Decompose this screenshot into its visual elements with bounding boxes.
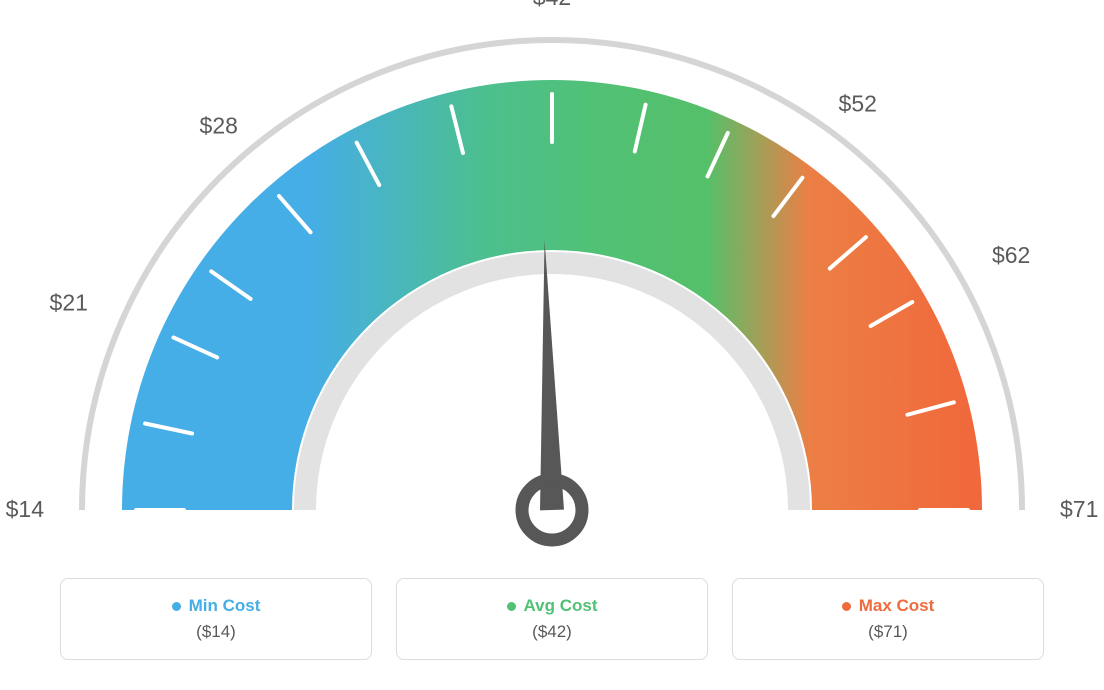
legend-value-max: ($71) — [868, 622, 908, 642]
svg-text:$28: $28 — [200, 113, 238, 139]
gauge-svg: $14 $21 $28 $42 $52 $62 $71 — [0, 0, 1104, 560]
legend-value-min: ($14) — [196, 622, 236, 642]
legend-label: Avg Cost — [524, 596, 598, 616]
legend-value-avg: ($42) — [532, 622, 572, 642]
dot-icon — [842, 602, 851, 611]
svg-text:$52: $52 — [839, 90, 877, 116]
legend-card-max: Max Cost ($71) — [732, 578, 1044, 660]
svg-text:$62: $62 — [992, 242, 1030, 268]
legend-card-avg: Avg Cost ($42) — [396, 578, 708, 660]
legend-card-min: Min Cost ($14) — [60, 578, 372, 660]
legend-label: Max Cost — [859, 596, 935, 616]
svg-text:$71: $71 — [1060, 496, 1098, 522]
legend-title-avg: Avg Cost — [507, 596, 598, 616]
svg-text:$14: $14 — [6, 496, 45, 522]
legend-label: Min Cost — [189, 596, 261, 616]
svg-text:$42: $42 — [533, 0, 571, 10]
legend-title-min: Min Cost — [172, 596, 261, 616]
dot-icon — [507, 602, 516, 611]
dot-icon — [172, 602, 181, 611]
legend-row: Min Cost ($14) Avg Cost ($42) Max Cost (… — [0, 578, 1104, 660]
legend-title-max: Max Cost — [842, 596, 935, 616]
svg-text:$21: $21 — [50, 289, 88, 315]
cost-gauge-chart: $14 $21 $28 $42 $52 $62 $71 — [0, 0, 1104, 560]
